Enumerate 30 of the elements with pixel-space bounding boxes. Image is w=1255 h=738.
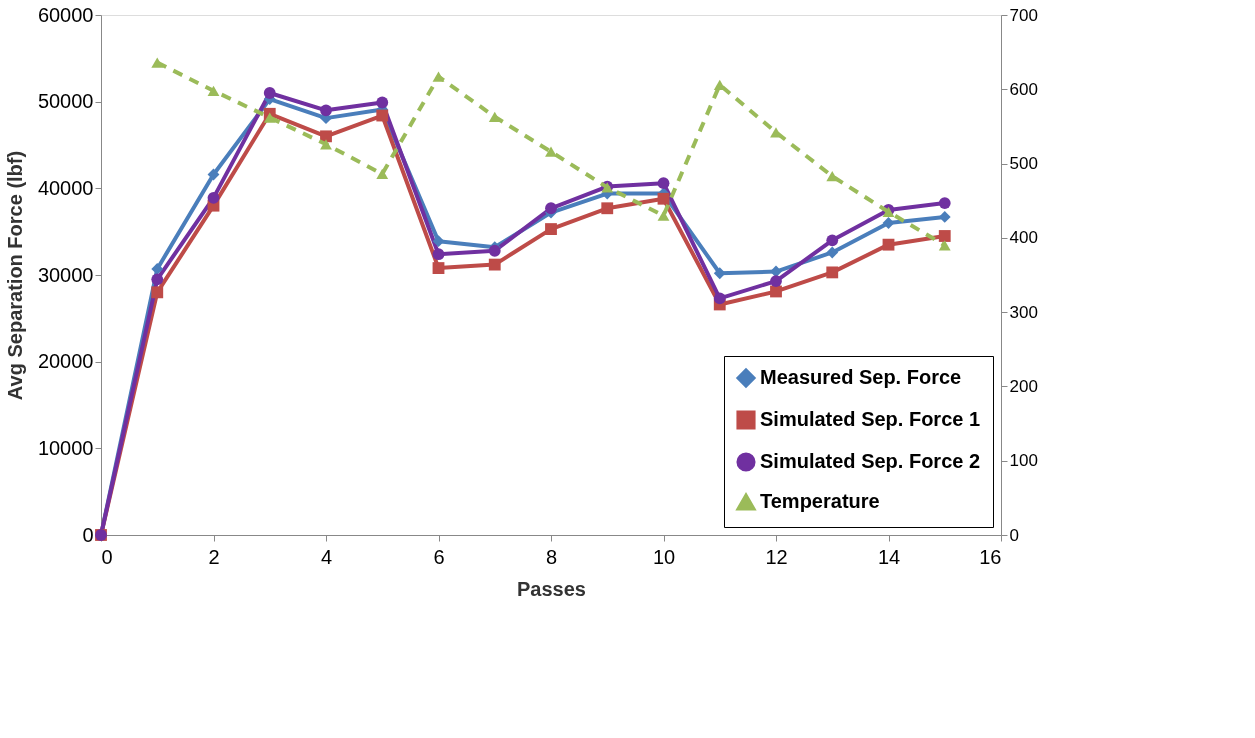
x-tick-label: 16 xyxy=(979,545,1002,568)
x-tick-label: 0 xyxy=(101,545,113,568)
x-tick-label: 10 xyxy=(652,545,676,568)
legend-label: Temperature xyxy=(760,490,880,512)
legend-label: Measured Sep. Force xyxy=(760,366,962,388)
x-tick-label: 12 xyxy=(765,545,788,568)
x-axis-title: Passes xyxy=(517,577,586,600)
y2-tick-label: 600 xyxy=(1009,79,1038,99)
y-tick-label: 60000 xyxy=(37,3,94,26)
legend-label: Simulated Sep. Force 1 xyxy=(760,408,981,430)
y-tick-label: 40000 xyxy=(37,176,94,199)
y2-tick-label: 300 xyxy=(1009,302,1038,322)
y2-tick-label: 400 xyxy=(1009,228,1038,248)
y2-tick-label: 700 xyxy=(1009,5,1038,25)
x-tick-label: 14 xyxy=(877,545,901,568)
y-axis-title: Avg Separation Force (lbf) xyxy=(3,150,26,401)
y2-tick-label: 0 xyxy=(1009,525,1019,545)
y2-tick-label: 500 xyxy=(1009,154,1038,174)
y-tick-label: 50000 xyxy=(37,90,94,113)
y-tick-label: 0 xyxy=(82,523,94,546)
x-tick-label: 6 xyxy=(433,545,445,568)
x-tick-label: 4 xyxy=(320,545,333,568)
y-tick-label: 10000 xyxy=(37,436,94,459)
x-tick-label: 2 xyxy=(208,545,220,568)
legend-label: Simulated Sep. Force 2 xyxy=(760,450,981,472)
y-tick-label: 30000 xyxy=(37,263,94,286)
y-tick-label: 20000 xyxy=(37,350,94,373)
y2-tick-label: 100 xyxy=(1009,451,1038,471)
x-tick-label: 8 xyxy=(545,545,558,568)
y2-tick-label: 200 xyxy=(1009,376,1038,396)
